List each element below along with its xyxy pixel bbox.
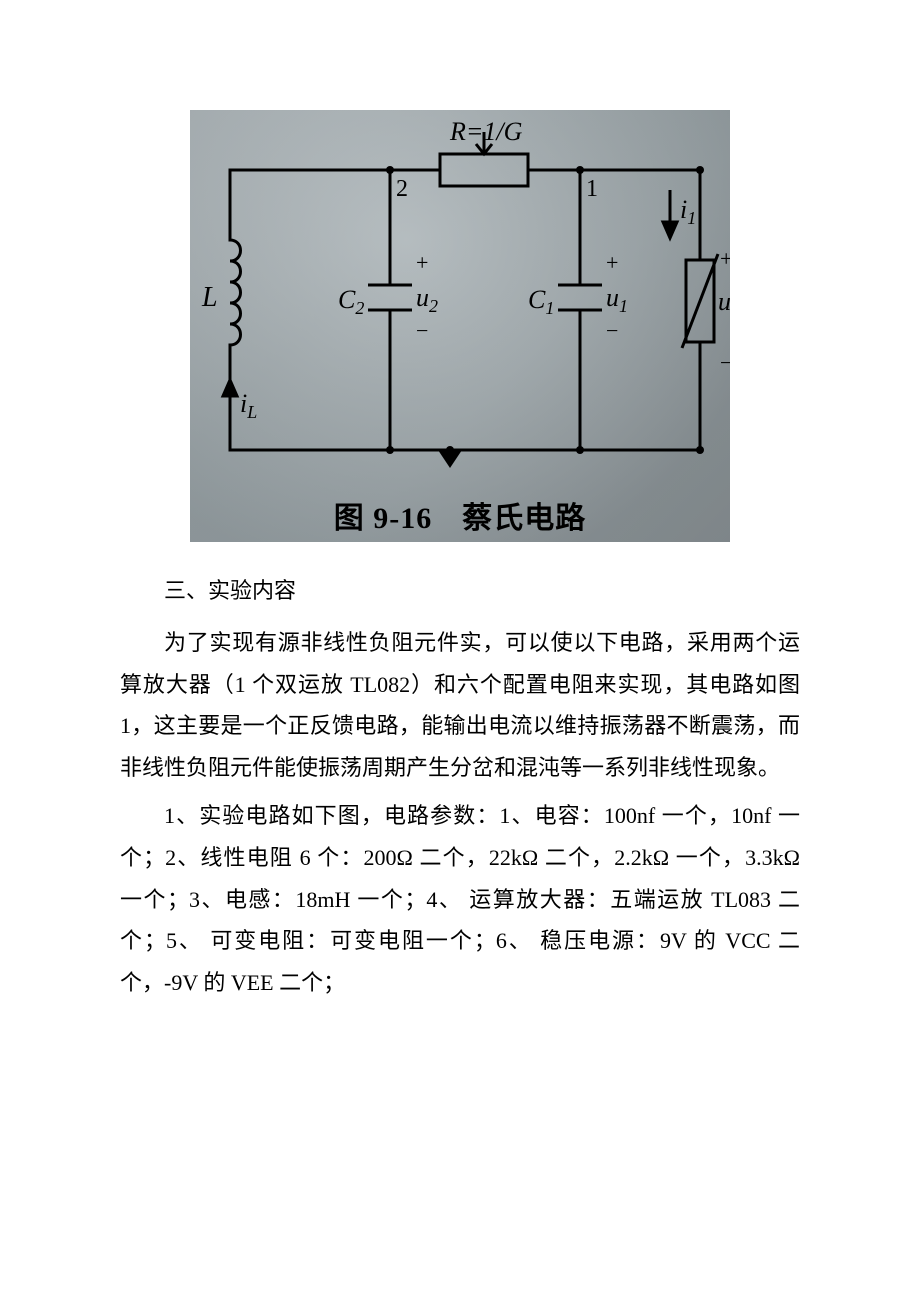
label-minus-u1: − bbox=[606, 318, 618, 343]
circuit-figure: R=1/G 2 1 L iL C2 + u2 − C1 bbox=[190, 110, 730, 542]
figure-number: 图 9-16 bbox=[334, 493, 433, 537]
document-page: R=1/G 2 1 L iL C2 + u2 − C1 bbox=[0, 0, 920, 1302]
label-port-u1: u1 bbox=[718, 287, 730, 320]
label-plus-u1: + bbox=[606, 250, 618, 275]
label-minus-u2: − bbox=[416, 318, 428, 343]
label-plus-u2: + bbox=[416, 250, 428, 275]
figure-title: 蔡氏电路 bbox=[462, 493, 586, 537]
label-C2: C2 bbox=[338, 285, 364, 318]
paragraph-2: 1、实验电路如下图，电路参数：1、电容：100nf 一个，10nf 一个；2、线… bbox=[120, 795, 800, 1004]
figure-container: R=1/G 2 1 L iL C2 + u2 − C1 bbox=[120, 110, 800, 542]
label-u1: u1 bbox=[606, 283, 628, 316]
label-minus-port: − bbox=[720, 350, 730, 375]
label-R: R=1/G bbox=[449, 117, 523, 146]
section-heading: 三、实验内容 bbox=[120, 570, 800, 612]
label-L: L bbox=[201, 282, 218, 313]
label-plus-port: + bbox=[720, 246, 730, 271]
label-node2: 2 bbox=[396, 176, 408, 202]
label-node1: 1 bbox=[586, 176, 598, 202]
label-C1: C1 bbox=[528, 285, 554, 318]
figure-caption: 图 9-16 蔡氏电路 bbox=[190, 488, 730, 542]
label-u2: u2 bbox=[416, 283, 438, 316]
circuit-diagram-svg: R=1/G 2 1 L iL C2 + u2 − C1 bbox=[190, 110, 730, 542]
label-iL: iL bbox=[240, 389, 257, 422]
paragraph-1: 为了实现有源非线性负阻元件实，可以使以下电路，采用两个运算放大器（1 个双运放 … bbox=[120, 622, 800, 789]
label-i1: i1 bbox=[680, 195, 696, 228]
